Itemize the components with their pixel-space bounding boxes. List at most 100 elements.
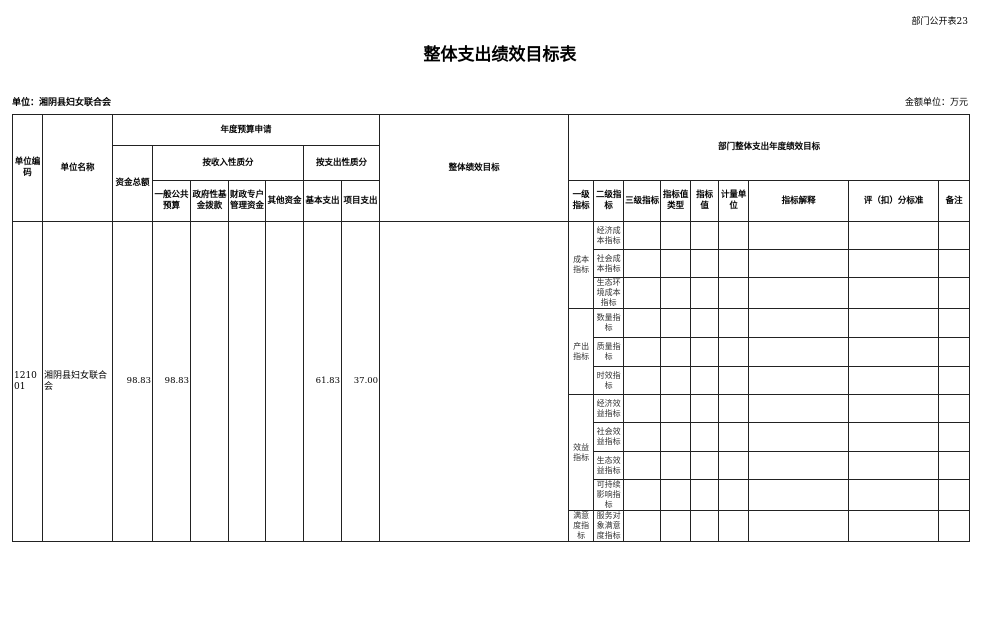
level3-cell bbox=[623, 422, 662, 452]
header-unit-name: 单位名称 bbox=[42, 114, 113, 222]
level3-cell bbox=[623, 479, 662, 511]
level3-cell bbox=[623, 337, 662, 367]
value-cell bbox=[690, 221, 720, 250]
unit-name-cell: 湘阴县妇女联合会 bbox=[42, 221, 113, 542]
scoring-cell bbox=[848, 221, 940, 250]
header-general-budget: 一般公共预算 bbox=[152, 180, 191, 222]
level3-cell bbox=[623, 249, 662, 278]
value-type-cell bbox=[660, 337, 692, 367]
level1-cell: 满意度指标 bbox=[568, 510, 595, 542]
level2-cell: 可持续影响指标 bbox=[593, 479, 625, 511]
level3-cell bbox=[623, 277, 662, 309]
level2-cell: 经济成本指标 bbox=[593, 221, 625, 250]
measure-unit-cell bbox=[718, 451, 750, 480]
header-gov-fund: 政府性基金拨款 bbox=[190, 180, 229, 222]
level2-cell: 生态效益指标 bbox=[593, 451, 625, 480]
value-cell bbox=[690, 422, 720, 452]
indicator-row: 可持续影响指标 bbox=[13, 479, 971, 511]
header-explanation: 指标解释 bbox=[748, 180, 850, 222]
level2-cell: 质量指标 bbox=[593, 337, 625, 367]
indicator-row: 质量指标 bbox=[13, 337, 971, 367]
value-type-cell bbox=[660, 510, 692, 542]
explanation-cell bbox=[748, 422, 850, 452]
explanation-cell bbox=[748, 249, 850, 278]
explanation-cell bbox=[748, 221, 850, 250]
level3-cell bbox=[623, 308, 662, 338]
money-unit: 金额单位：万元 bbox=[904, 98, 968, 108]
indicator-row: 121001 湘阴县妇女联合会 98.83 98.83 61.83 37.00 成本指标 经济… bbox=[12, 221, 971, 542]
other-funds-cell bbox=[265, 221, 304, 542]
value-cell bbox=[690, 249, 720, 278]
header-overall-goal: 整体绩效目标 bbox=[379, 114, 570, 222]
level2-cell: 时效指标 bbox=[593, 366, 625, 395]
scoring-cell bbox=[848, 366, 940, 395]
level2-cell: 服务对象满意度指标 bbox=[593, 510, 625, 542]
indicator-row: 社会成本指标 bbox=[13, 249, 971, 278]
remarks-cell bbox=[938, 394, 971, 423]
explanation-cell bbox=[748, 337, 850, 367]
measure-unit-cell bbox=[718, 277, 750, 309]
remarks-cell bbox=[938, 337, 971, 367]
explanation-cell bbox=[748, 479, 850, 511]
basic-expense-cell: 61.83 bbox=[303, 221, 342, 542]
remarks-cell bbox=[938, 422, 971, 452]
header-unit-code: 单位编码 bbox=[12, 114, 43, 222]
scoring-cell bbox=[848, 308, 940, 338]
measure-unit-cell bbox=[718, 479, 750, 511]
remarks-cell bbox=[938, 510, 971, 542]
value-cell bbox=[690, 394, 720, 423]
form-tag: 部门公开表23 bbox=[911, 17, 968, 27]
scoring-cell bbox=[848, 510, 940, 542]
indicator-row: 生态环境成本指标 bbox=[13, 277, 971, 309]
header-level1: 一级指标 bbox=[568, 180, 595, 222]
indicator-row: 时效指标 bbox=[13, 366, 971, 395]
level3-cell bbox=[623, 394, 662, 423]
level3-cell bbox=[623, 366, 662, 395]
level2-cell: 生态环境成本指标 bbox=[593, 277, 625, 309]
value-type-cell bbox=[660, 249, 692, 278]
total-funds-cell: 98.83 bbox=[112, 221, 153, 542]
measure-unit-cell bbox=[718, 337, 750, 367]
explanation-cell bbox=[748, 277, 850, 309]
measure-unit-cell bbox=[718, 366, 750, 395]
scoring-cell bbox=[848, 277, 940, 309]
value-type-cell bbox=[660, 221, 692, 250]
value-cell bbox=[690, 510, 720, 542]
level2-cell: 社会效益指标 bbox=[593, 422, 625, 452]
unit-label: 单位：湘阴县妇女联合会 bbox=[12, 98, 112, 108]
level1-cell: 效益指标 bbox=[568, 394, 595, 511]
value-type-cell bbox=[660, 422, 692, 452]
measure-unit-cell bbox=[718, 510, 750, 542]
header-scoring: 评（扣）分标准 bbox=[848, 180, 940, 222]
value-type-cell bbox=[660, 394, 692, 423]
indicator-row: 社会效益指标 bbox=[13, 422, 971, 452]
value-type-cell bbox=[660, 479, 692, 511]
remarks-cell bbox=[938, 479, 971, 511]
value-cell bbox=[690, 337, 720, 367]
indicator-row: 满意度指标 服务对象满意度指标 bbox=[13, 510, 971, 542]
remarks-cell bbox=[938, 277, 971, 309]
scoring-cell bbox=[848, 422, 940, 452]
header-dept-goal: 部门整体支出年度绩效目标 bbox=[568, 114, 971, 181]
level2-cell: 经济效益指标 bbox=[593, 394, 625, 423]
measure-unit-cell bbox=[718, 422, 750, 452]
explanation-cell bbox=[748, 308, 850, 338]
header-project-expense: 项目支出 bbox=[340, 180, 381, 222]
scoring-cell bbox=[848, 479, 940, 511]
scoring-cell bbox=[848, 451, 940, 480]
page-title: 整体支出绩效目标表 bbox=[423, 45, 577, 65]
explanation-cell bbox=[748, 510, 850, 542]
remarks-cell bbox=[938, 249, 971, 278]
value-cell bbox=[690, 451, 720, 480]
measure-unit-cell bbox=[718, 249, 750, 278]
level3-cell bbox=[623, 451, 662, 480]
header-annual-budget: 年度预算申请 bbox=[111, 114, 381, 146]
header-basic-expense: 基本支出 bbox=[303, 180, 342, 222]
overall-goal-cell bbox=[379, 221, 570, 542]
unit-code-cell: 121001 bbox=[12, 221, 43, 542]
header-special-account: 财政专户管理资金 bbox=[228, 180, 266, 222]
value-cell bbox=[690, 308, 720, 338]
scoring-cell bbox=[848, 394, 940, 423]
remarks-cell bbox=[938, 366, 971, 395]
level1-cell: 产出指标 bbox=[568, 308, 595, 395]
